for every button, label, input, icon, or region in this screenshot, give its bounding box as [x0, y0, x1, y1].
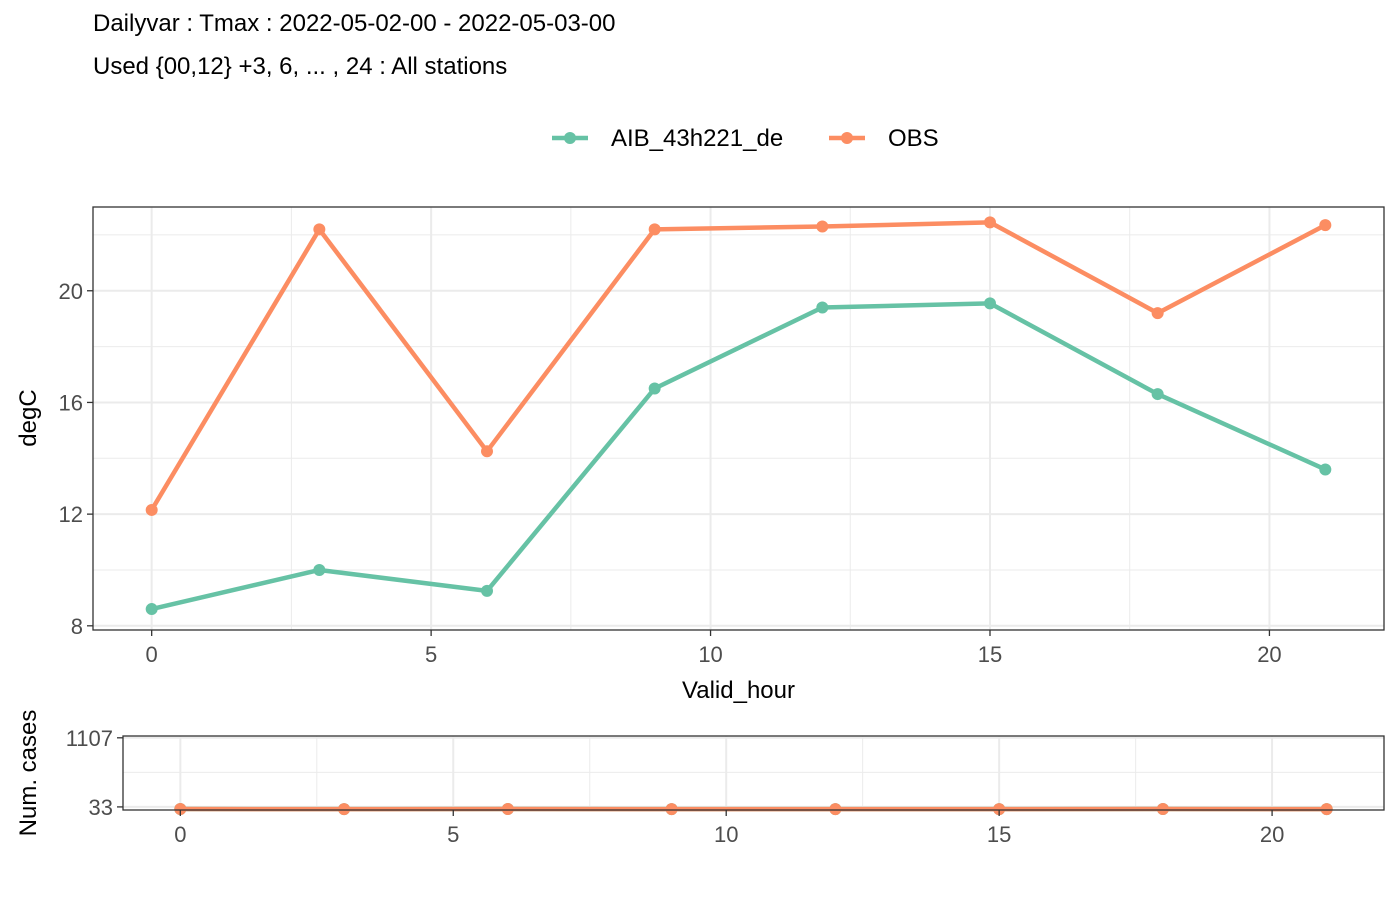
data-point	[1319, 463, 1332, 476]
y-tick-label: 8	[71, 614, 83, 639]
panel-border	[92, 206, 1385, 631]
x-tick-label: 15	[978, 642, 1002, 667]
data-point	[648, 382, 661, 395]
x-tick-label: 20	[1257, 642, 1281, 667]
x-tick-label: 0	[146, 642, 158, 667]
x-tick-label: 5	[447, 822, 459, 847]
data-point	[501, 803, 514, 816]
data-point	[816, 220, 829, 233]
legend-key-point	[841, 132, 853, 144]
data-point	[993, 803, 1006, 816]
x-tick-label: 20	[1260, 822, 1284, 847]
chart-title: Dailyvar : Tmax : 2022-05-02-00 - 2022-0…	[93, 10, 616, 37]
panel-border	[122, 735, 1385, 811]
data-point	[829, 803, 842, 816]
y-tick-label: 1107	[66, 726, 113, 751]
data-point	[481, 445, 494, 458]
y-tick-label: 33	[89, 795, 113, 820]
data-point	[481, 584, 494, 597]
y-tick-label: 16	[59, 390, 83, 415]
y-tick-label: 12	[59, 502, 83, 527]
x-tick-label: 10	[698, 642, 722, 667]
data-point	[145, 603, 158, 616]
data-point	[1319, 219, 1332, 232]
y-tick-label: 20	[59, 279, 83, 304]
x-tick-label: 5	[425, 642, 437, 667]
data-point	[338, 803, 351, 816]
chart-subtitle: Used {00,12} +3, 6, ... , 24 : All stati…	[93, 53, 508, 80]
legend-label: AIB_43h221_de	[611, 125, 783, 152]
data-point	[1151, 388, 1164, 401]
legend-key-point	[564, 132, 576, 144]
data-point	[665, 803, 678, 816]
data-point	[174, 803, 187, 816]
series-line	[149, 220, 1327, 512]
y-axis-title: Num. cases	[15, 710, 42, 837]
x-tick-label: 10	[714, 822, 738, 847]
x-tick-label: 0	[174, 822, 186, 847]
data-point	[648, 223, 661, 236]
data-point	[983, 297, 996, 310]
data-point	[983, 216, 996, 229]
data-point	[145, 503, 158, 516]
y-axis-title: degC	[15, 389, 42, 446]
legend-label: OBS	[888, 125, 939, 152]
data-point	[1151, 307, 1164, 320]
x-axis-title: Valid_hour	[682, 677, 795, 704]
data-point	[816, 301, 829, 314]
x-tick-label: 15	[987, 822, 1011, 847]
data-point	[1156, 803, 1169, 816]
data-point	[1320, 803, 1333, 816]
data-point	[313, 563, 326, 576]
data-point	[313, 223, 326, 236]
series-line	[151, 301, 1327, 612]
